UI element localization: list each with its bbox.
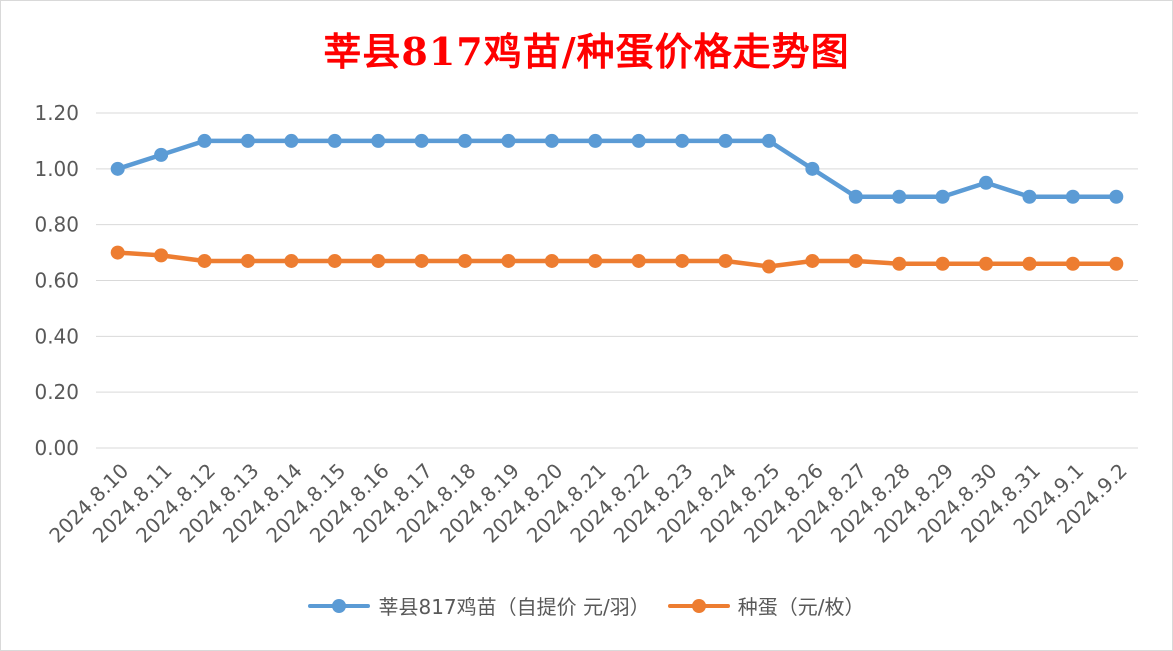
legend-swatch-egg [667, 598, 730, 613]
series-1-point-11 [588, 253, 603, 268]
series-line-1 [115, 250, 1119, 269]
legend-label-egg: 种蛋（元/枚） [737, 595, 865, 619]
series-1-point-7 [414, 253, 429, 268]
series-0-point-6 [371, 133, 386, 148]
y-tick-label-5: 1.00 [34, 157, 79, 181]
series-0-point-10 [544, 133, 559, 148]
y-tick-label-2: 0.40 [34, 324, 79, 348]
series-0-point-17 [848, 189, 863, 204]
legend-item-egg: 种蛋（元/枚） [667, 591, 865, 620]
chart-title: 莘县817鸡苗/种蛋价格走势图 [323, 29, 850, 74]
legend-item-chick: 莘县817鸡苗（自提价 元/羽） [308, 591, 650, 620]
series-1-point-16 [805, 253, 820, 268]
series-0-point-5 [327, 133, 342, 148]
y-tick-label-6: 1.20 [34, 101, 79, 125]
series-1-point-6 [371, 253, 386, 268]
series-1-point-10 [544, 253, 559, 268]
series-0-point-22 [1065, 189, 1080, 204]
series-0-point-0 [110, 161, 125, 176]
series-1-point-18 [892, 256, 907, 271]
series-0-point-4 [284, 133, 299, 148]
series-1-point-0 [110, 245, 125, 260]
legend-label-chick: 莘县817鸡苗（自提价 元/羽） [378, 595, 650, 619]
series-0-point-20 [979, 175, 994, 190]
series-0-point-3 [240, 133, 255, 148]
series-0-point-9 [501, 133, 516, 148]
series-1-point-14 [718, 253, 733, 268]
series-0-point-14 [718, 133, 733, 148]
series-0-point-8 [458, 133, 473, 148]
series-0-point-16 [805, 161, 820, 176]
series-0-point-12 [631, 133, 646, 148]
series-0-point-2 [197, 133, 212, 148]
series-1-point-9 [501, 253, 516, 268]
series-0-point-18 [892, 189, 907, 204]
y-tick-label-4: 0.80 [34, 213, 79, 237]
series-1-point-21 [1022, 256, 1037, 271]
series-0-point-23 [1109, 189, 1124, 204]
series-0-point-7 [414, 133, 429, 148]
series-line-0 [115, 138, 1119, 199]
series-1-point-2 [197, 253, 212, 268]
series-1-point-22 [1065, 256, 1080, 271]
series-1-point-3 [240, 253, 255, 268]
y-tick-label-1: 0.20 [34, 380, 79, 404]
series-1-point-23 [1109, 256, 1124, 271]
series-1-point-17 [848, 253, 863, 268]
series-1-point-8 [458, 253, 473, 268]
series-0-point-11 [588, 133, 603, 148]
series-0-point-21 [1022, 189, 1037, 204]
series-0-point-1 [154, 147, 169, 162]
y-tick-label-3: 0.60 [34, 269, 79, 293]
series-1-point-1 [154, 248, 169, 263]
legend: 莘县817鸡苗（自提价 元/羽） 种蛋（元/枚） [1, 591, 1172, 620]
series-1-point-15 [761, 259, 776, 274]
legend-swatch-chick [308, 598, 371, 613]
series-1-point-5 [327, 253, 342, 268]
series-1-point-12 [631, 253, 646, 268]
series-1-point-19 [935, 256, 950, 271]
series-1-point-20 [979, 256, 994, 271]
series-0-point-19 [935, 189, 950, 204]
series-1-point-13 [675, 253, 690, 268]
series-1-point-4 [284, 253, 299, 268]
series-0-point-13 [675, 133, 690, 148]
y-tick-label-0: 0.00 [34, 436, 79, 460]
series-0-point-15 [761, 133, 776, 148]
